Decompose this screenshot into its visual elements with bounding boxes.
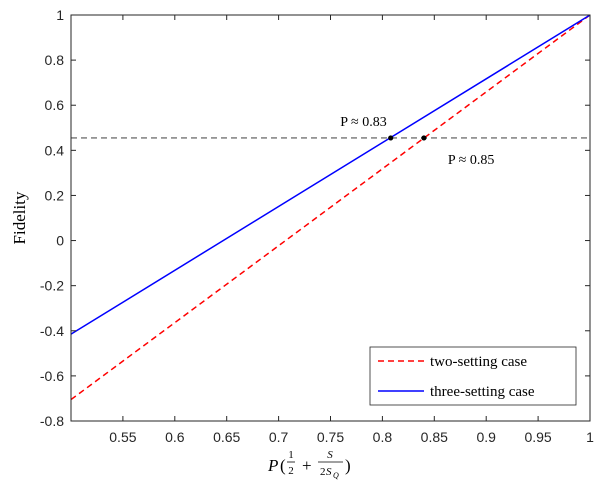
x-tick-label: 0.9 [476,429,496,445]
x-tick-label: 0.85 [421,429,448,445]
y-tick-label: -0.4 [40,323,64,339]
x-tick-label: 0.65 [213,429,240,445]
x-tick-label: 1 [586,429,594,445]
x-label-p: P [267,456,278,475]
x-label-frac-den-coef: 2 [320,466,326,478]
ticks: 0.55 0.6 0.65 0.7 0.75 0.8 0.85 0.9 0.95 1 1 0.8 0.6… [40,7,594,445]
x-tick-label: 0.6 [165,429,185,445]
x-axis-label: P ( 1 2 + S 2 S Q ) [267,449,351,480]
marker-point-1 [388,135,394,141]
x-label-plus: + [302,456,312,475]
plot-lines [71,15,590,401]
legend: two-setting case three-setting case [369,346,577,406]
y-tick-label: 0.4 [45,142,65,158]
y-axis-label: Fidelity [10,191,29,244]
x-label-frac-num: S [327,449,333,461]
series-line-three-setting [71,15,590,335]
y-tick-label: 0.6 [45,97,65,113]
markers: P ≈ 0.83 P ≈ 0.85 [340,115,494,168]
y-tick-label: -0.6 [40,368,64,384]
x-tick-label: 0.75 [317,429,344,445]
legend-label-two-setting: two-setting case [430,354,527,370]
marker-label-2: P ≈ 0.85 [448,153,494,168]
y-tick-label: 0 [56,233,64,249]
legend-box [369,346,577,406]
x-label-frac-den-var: S [326,466,332,478]
x-tick-label: 0.8 [373,429,393,445]
y-tick-label: -0.8 [40,413,64,429]
x-label-half-den: 2 [288,465,294,477]
x-tick-label: 0.55 [109,429,136,445]
y-tick-label: 0.8 [45,52,65,68]
marker-point-2 [421,135,427,141]
legend-label-three-setting: three-setting case [430,384,535,400]
marker-label-1: P ≈ 0.83 [340,115,386,130]
y-tick-label: -0.2 [40,278,64,294]
y-tick-label: 0.2 [45,187,65,203]
x-tick-label: 0.95 [524,429,551,445]
x-tick-label: 0.7 [269,429,289,445]
x-label-open: ( [280,456,286,475]
y-tick-label: 1 [56,7,64,23]
x-label-close: ) [345,456,351,475]
series-line-two-setting [71,15,590,401]
x-label-half-num: 1 [288,449,294,461]
x-label-frac-den-sub: Q [333,471,339,480]
